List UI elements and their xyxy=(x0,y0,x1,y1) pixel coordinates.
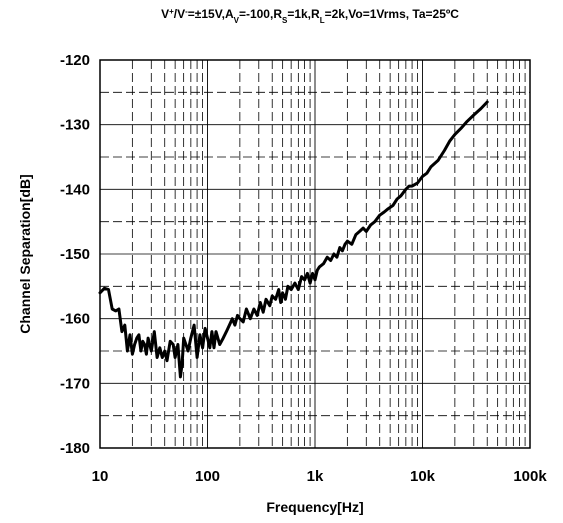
x-tick-label: 10k xyxy=(410,468,436,485)
y-tick-label: -140 xyxy=(60,181,90,198)
series-line xyxy=(98,100,489,379)
y-tick-label: -150 xyxy=(60,246,90,263)
y-tick-label: -180 xyxy=(60,440,90,457)
y-axis-label: Channel Separation[dB] xyxy=(17,174,33,333)
plot-area-frame xyxy=(99,59,531,449)
x-axis-label: Frequency[Hz] xyxy=(266,499,363,515)
x-tick-label: 100k xyxy=(513,468,547,485)
grid xyxy=(100,60,530,448)
y-tick-label: -120 xyxy=(60,52,90,69)
x-tick-label: 100 xyxy=(195,468,220,485)
x-tick-label: 1k xyxy=(307,468,324,485)
tick-labels: 10 100 1k 10k 100k -120 -130 -140 -150 -160 -170 -1… xyxy=(60,52,547,485)
x-tick-label: 10 xyxy=(92,468,109,485)
chart-title: V+/V-=±15V,AV=-100,RS=1k,RL=2k,Vo=1Vrms,… xyxy=(161,7,459,25)
y-tick-label: -130 xyxy=(60,117,90,134)
y-tick-label: -160 xyxy=(60,311,90,328)
y-tick-label: -170 xyxy=(60,375,90,392)
